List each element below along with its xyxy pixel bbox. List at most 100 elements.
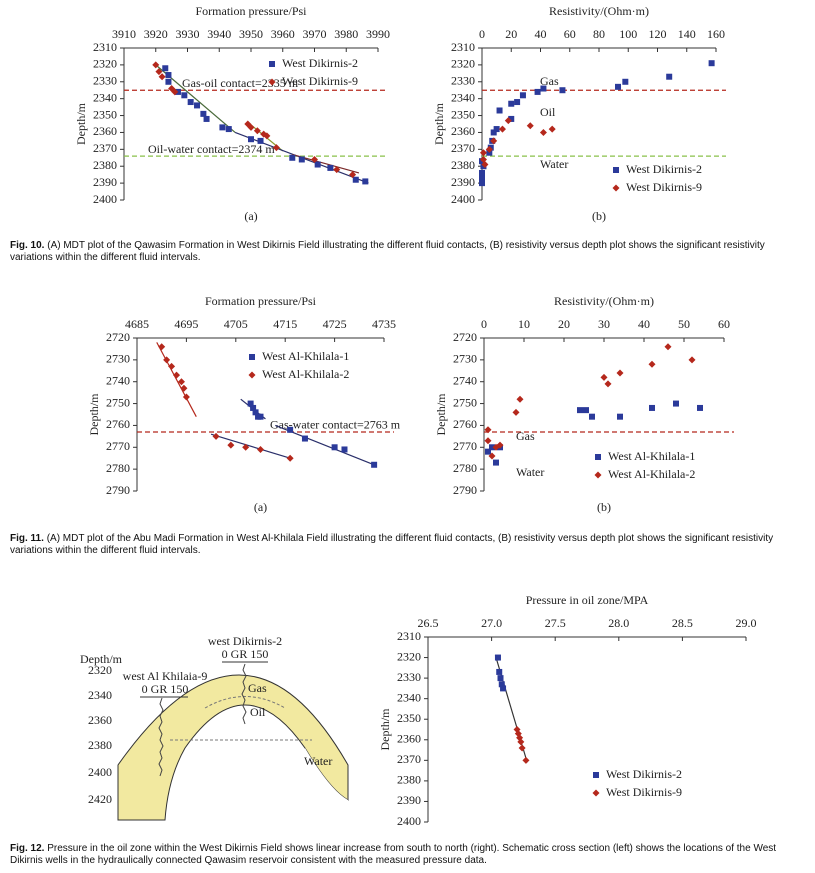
data-point	[697, 404, 703, 411]
x-tick-label: 4725	[323, 317, 347, 331]
schematic-depth: 2340	[88, 688, 112, 702]
y-axis-title: Depth/m	[74, 102, 88, 145]
data-point	[286, 454, 294, 462]
x-tick-label: 20	[505, 27, 517, 41]
y-tick-label: 2370	[397, 752, 421, 766]
x-tick-label: 0	[481, 317, 487, 331]
y-axis-title: Depth/m	[434, 393, 448, 436]
data-point	[479, 149, 487, 157]
x-tick-label: 4685	[125, 317, 149, 331]
x-tick-label: 4695	[174, 317, 198, 331]
trend-line	[210, 433, 291, 459]
data-point	[494, 654, 501, 661]
data-point	[514, 99, 521, 106]
data-point	[327, 164, 334, 171]
y-tick-label: 2360	[93, 124, 117, 138]
y-tick-label: 2770	[453, 439, 477, 453]
data-point	[479, 180, 485, 187]
data-point	[516, 395, 524, 403]
data-point	[522, 756, 530, 764]
zone-label: Oil	[250, 705, 266, 719]
y-tick-label: 2740	[453, 373, 477, 387]
caption-text: (A) MDT plot of the Abu Madi Formation i…	[10, 533, 774, 556]
legend-marker	[595, 454, 601, 460]
data-point	[708, 60, 715, 67]
legend-marker	[269, 61, 275, 67]
x-tick-label: 3940	[207, 27, 231, 41]
caption-text: Pressure in the oil zone within the West…	[10, 843, 777, 866]
data-point	[484, 426, 492, 434]
data-point	[289, 154, 296, 161]
x-tick-label: 3910	[112, 27, 136, 41]
y-tick-label: 2390	[93, 175, 117, 189]
data-point	[497, 675, 504, 682]
panel-label: (a)	[254, 500, 267, 514]
legend-label: West Dikirnis-9	[606, 785, 682, 799]
data-point	[227, 441, 235, 449]
data-point	[490, 129, 497, 136]
y-tick-label: 2330	[93, 74, 117, 88]
data-point	[534, 88, 541, 95]
annotation: Oil	[540, 105, 556, 119]
data-point	[488, 452, 496, 460]
data-point	[559, 87, 566, 94]
y-tick-label: 2400	[451, 192, 475, 206]
contact-label: Gas-water contact=2763 m	[270, 418, 401, 432]
y-tick-label: 2750	[106, 395, 130, 409]
data-point	[489, 444, 495, 451]
x-tick-label: 28.0	[608, 616, 629, 630]
panel-label: (a)	[244, 209, 257, 223]
data-point	[548, 125, 556, 133]
x-axis-title: Resistivity/(Ohm·m)	[554, 294, 654, 308]
y-tick-label: 2370	[93, 141, 117, 155]
data-point	[481, 161, 489, 169]
well-name: west Dikirnis-2	[208, 634, 282, 648]
well-log	[158, 697, 164, 777]
y-tick-label: 2320	[397, 649, 421, 663]
data-point	[498, 681, 505, 688]
y-tick-label: 2750	[453, 395, 477, 409]
gas-oil-boundary	[204, 696, 286, 709]
data-point	[155, 68, 163, 76]
caption-label: Fig. 12.	[10, 843, 45, 854]
data-point	[485, 145, 493, 153]
y-tick-label: 2350	[451, 107, 475, 121]
data-point	[664, 343, 672, 351]
y-axis-title: Depth/m	[87, 393, 101, 436]
data-point	[622, 78, 629, 85]
contact-label: Gas-oil contact=2335 m	[182, 76, 299, 90]
data-point	[540, 85, 547, 92]
data-point	[341, 446, 348, 453]
well-log-scale: 0 GR 150	[142, 682, 189, 696]
y-tick-label: 2310	[451, 40, 475, 54]
y-tick-label: 2320	[451, 57, 475, 71]
data-point	[500, 685, 507, 692]
caption: Fig. 10. (A) MDT plot of the Qawasim For…	[10, 240, 805, 264]
data-point	[493, 126, 500, 133]
data-point	[496, 107, 503, 114]
data-point	[666, 73, 673, 80]
schematic-depth: 2380	[88, 738, 112, 752]
data-point	[519, 92, 526, 99]
data-point	[248, 136, 254, 143]
schematic-y-label: Depth/m	[80, 652, 123, 666]
data-point	[496, 441, 504, 449]
data-point	[673, 400, 679, 407]
x-tick-label: 3950	[239, 27, 263, 41]
well-log-scale: 0 GR 150	[222, 647, 269, 661]
x-tick-label: 140	[678, 27, 696, 41]
y-tick-label: 2340	[93, 90, 117, 104]
data-point	[479, 176, 485, 183]
schematic-depth: 2400	[88, 765, 112, 779]
x-tick-label: 30	[598, 317, 610, 331]
y-tick-label: 2340	[451, 90, 475, 104]
x-tick-label: 3930	[176, 27, 200, 41]
data-point	[194, 102, 201, 109]
x-tick-label: 29.0	[736, 616, 757, 630]
x-tick-label: 10	[518, 317, 530, 331]
x-tick-label: 27.0	[481, 616, 502, 630]
data-point	[362, 178, 369, 185]
y-tick-label: 2380	[93, 158, 117, 172]
